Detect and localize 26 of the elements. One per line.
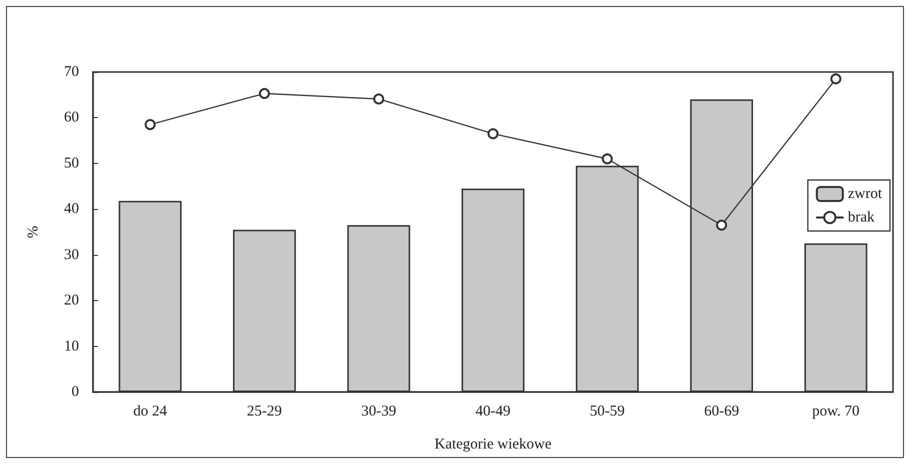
x-tick-label: do 24 (133, 404, 168, 420)
y-tick-label: 40 (64, 201, 79, 218)
y-tick-label: 60 (64, 110, 79, 126)
y-tick-label: 0 (72, 384, 79, 400)
y-tick-label: 70 (64, 64, 79, 80)
point (373, 93, 384, 104)
y-tick-label: 30 (64, 246, 79, 263)
point (830, 73, 842, 84)
point (602, 153, 613, 164)
x-tick-label: 30-39 (361, 404, 396, 420)
point (716, 220, 728, 231)
point (488, 128, 498, 140)
x-tick-label: pow. 70 (812, 404, 860, 420)
x-axis-title: Kategorie wiekowe (434, 436, 552, 452)
y-axis-title: % (26, 226, 42, 238)
legend-label: zwrot (848, 186, 883, 202)
y-tick-label: 50 (64, 155, 79, 172)
x-tick-label: 25-29 (246, 404, 282, 420)
point (258, 88, 270, 99)
y-tick-label: 10 (64, 338, 79, 354)
legend-label: brak (848, 210, 875, 226)
point (144, 119, 156, 130)
x-tick-label: 40-49 (476, 404, 510, 420)
x-tick-label: 60-69 (704, 404, 740, 420)
x-tick-label: 50-59 (590, 404, 625, 420)
y-tick-label: 20 (64, 292, 79, 309)
